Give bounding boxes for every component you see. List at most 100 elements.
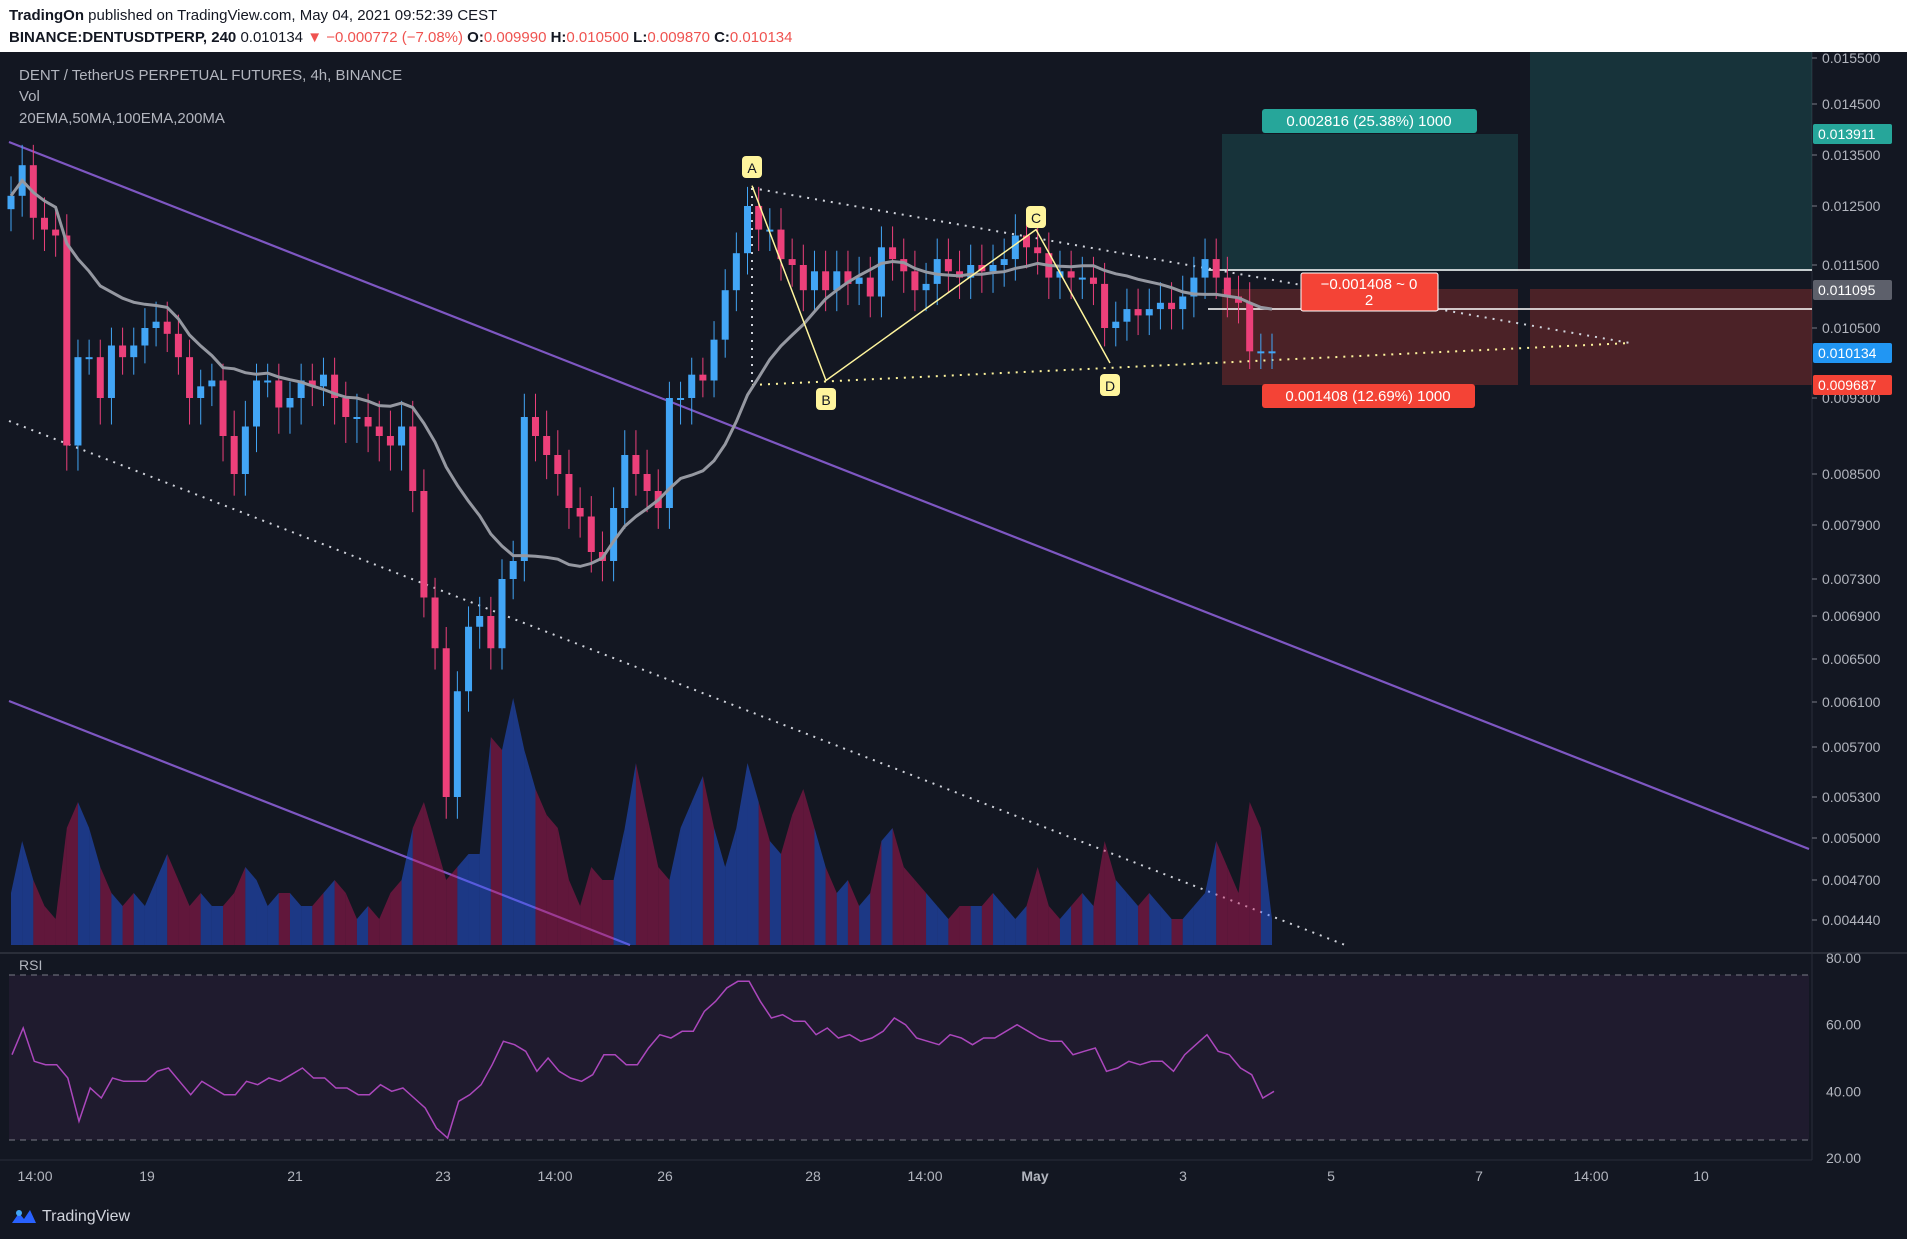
candle[interactable] [710,339,718,381]
candle[interactable] [431,597,439,649]
candle[interactable] [1034,247,1042,254]
candle[interactable] [7,195,15,210]
candle[interactable] [331,374,339,398]
candle[interactable] [677,398,685,400]
candle[interactable] [911,271,919,291]
candle[interactable] [186,357,194,398]
candle[interactable] [543,436,551,455]
abcd-pattern-line[interactable] [751,185,1111,382]
candle[interactable] [822,271,830,291]
candle[interactable] [286,398,294,408]
candle[interactable] [420,491,428,598]
volume-legend[interactable]: Vol [19,88,40,105]
candle[interactable] [1134,309,1142,316]
candle[interactable] [1168,302,1176,310]
candle[interactable] [107,345,115,399]
candle[interactable] [810,271,818,291]
candle[interactable] [130,345,138,358]
candle[interactable] [1190,277,1198,297]
candle[interactable] [386,436,394,446]
candle[interactable] [788,259,796,265]
candle[interactable] [509,561,517,579]
candle[interactable] [699,374,707,381]
symbol-name[interactable]: BINANCE:DENTUSDTPERP, 240 [9,29,237,46]
candle[interactable] [1000,259,1008,265]
candle[interactable] [877,247,885,297]
candle[interactable] [364,417,372,427]
candle[interactable] [174,333,182,358]
pattern-point-marker[interactable] [1100,374,1120,396]
candle[interactable] [799,265,807,291]
candle[interactable] [989,265,997,272]
candle[interactable] [531,417,539,436]
candle[interactable] [922,283,930,291]
pattern-point-marker[interactable] [742,156,762,178]
target-zone-extension[interactable] [1530,52,1812,271]
candle[interactable] [721,290,729,340]
candle[interactable] [1179,296,1187,310]
candle[interactable] [275,380,283,408]
candle[interactable] [163,321,171,334]
channel-upper-line[interactable] [8,140,1810,851]
candle[interactable] [1011,235,1019,260]
candle[interactable] [1056,271,1064,278]
candle[interactable] [487,616,495,649]
candle[interactable] [85,357,93,360]
candle[interactable] [219,380,227,437]
candle[interactable] [253,380,261,427]
candle[interactable] [1212,259,1220,278]
candle[interactable] [353,417,361,419]
candle[interactable] [398,426,406,446]
candle[interactable] [889,247,897,260]
candle[interactable] [610,508,618,561]
candle[interactable] [621,455,629,508]
pattern-point-marker[interactable] [1026,206,1046,228]
candle[interactable] [520,417,528,561]
stop-zone-extension[interactable] [1530,289,1812,385]
candle[interactable] [1123,309,1131,322]
candle[interactable] [52,229,60,236]
candle[interactable] [409,426,417,492]
candle[interactable] [866,277,874,297]
candle[interactable] [264,380,272,383]
candle[interactable] [1112,321,1120,328]
candle[interactable] [1201,259,1209,278]
candle[interactable] [643,474,651,491]
candle[interactable] [442,648,450,797]
candle[interactable] [141,328,149,346]
candle[interactable] [855,277,863,284]
candle[interactable] [844,271,852,284]
candle[interactable] [587,516,595,553]
chart-title[interactable]: DENT / TetherUS PERPETUAL FUTURES, 4h, B… [19,67,403,84]
candle[interactable] [732,253,740,291]
candle[interactable] [498,579,506,649]
candle[interactable] [63,235,71,446]
candle[interactable] [96,357,104,398]
candle[interactable] [576,508,584,517]
ma-legend[interactable]: 20EMA,50MA,100EMA,200MA [19,110,225,127]
candle[interactable] [1145,309,1153,316]
candle[interactable] [900,259,908,272]
candle[interactable] [1156,302,1164,310]
candle[interactable] [119,345,127,358]
candle[interactable] [342,398,350,417]
candle[interactable] [1067,271,1075,278]
target-zone[interactable] [1222,134,1518,271]
candle[interactable] [476,616,484,627]
candle[interactable] [1022,235,1030,248]
candle[interactable] [777,229,785,260]
candle[interactable] [744,206,752,254]
candle[interactable] [1223,277,1231,297]
candle[interactable] [241,426,249,475]
price-axis[interactable]: 0.015500 0.014500 0.013500 0.012500 0.011500… [1812,52,1881,928]
descending-channel[interactable] [8,140,1810,947]
candle[interactable] [230,436,238,474]
candle[interactable] [933,259,941,284]
candle[interactable] [1235,296,1243,303]
candle[interactable] [208,380,216,387]
candle[interactable] [453,691,461,797]
candle[interactable] [465,626,473,692]
candle[interactable] [967,265,975,278]
candle[interactable] [308,380,316,387]
price-chart[interactable]: A B C D 0.002816 (25.38%) 1000 0.001408 (12… [0,52,1907,1198]
